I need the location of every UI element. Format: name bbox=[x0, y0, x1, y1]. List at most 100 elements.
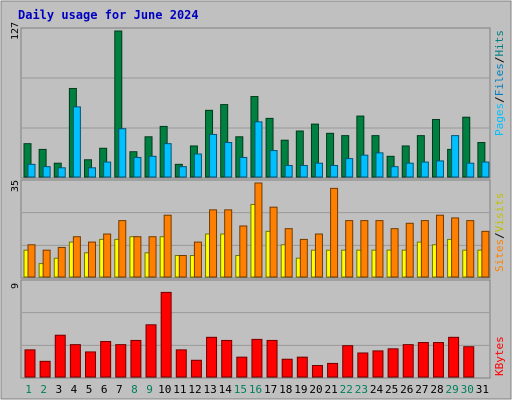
sites-bar bbox=[72, 236, 81, 278]
sites-bar bbox=[103, 233, 112, 278]
kbytes-bar bbox=[85, 351, 97, 378]
files-bar bbox=[163, 143, 172, 178]
sites-bar bbox=[375, 220, 384, 278]
sites-bar bbox=[133, 236, 142, 278]
kbytes-bar bbox=[311, 365, 323, 378]
day-label: 6 bbox=[101, 383, 108, 396]
day-label: 20 bbox=[309, 383, 322, 396]
day-label: 16 bbox=[249, 383, 262, 396]
files-bar bbox=[209, 133, 218, 178]
kbytes-bar bbox=[39, 360, 51, 378]
day-label: 28 bbox=[430, 383, 443, 396]
sites-bar bbox=[193, 241, 202, 278]
sites-bar bbox=[148, 236, 157, 278]
day-label: 5 bbox=[86, 383, 93, 396]
files-bar bbox=[224, 142, 233, 178]
day-label: 19 bbox=[294, 383, 307, 396]
day-label: 12 bbox=[188, 383, 201, 396]
files-bar bbox=[405, 162, 414, 178]
kbytes-panel: 9 bbox=[10, 279, 491, 379]
hits-files-pages-panel: 127 bbox=[10, 22, 491, 179]
files-bar bbox=[269, 150, 278, 178]
day-label: 4 bbox=[71, 383, 78, 396]
top-panel-bars bbox=[23, 30, 490, 178]
kbytes-bar bbox=[342, 345, 354, 378]
files-bar bbox=[481, 161, 490, 178]
sites-bar bbox=[466, 220, 475, 278]
day-label: 30 bbox=[461, 383, 474, 396]
files-bar bbox=[42, 166, 51, 178]
files-bar bbox=[118, 128, 127, 178]
sites-bar bbox=[254, 182, 263, 278]
day-label: 9 bbox=[146, 383, 153, 396]
day-label: 25 bbox=[385, 383, 398, 396]
sites-bar bbox=[345, 220, 354, 278]
kbytes-bar bbox=[266, 339, 278, 378]
bottom-axis-max-label: 9 bbox=[10, 283, 21, 289]
sites-bar bbox=[481, 230, 490, 278]
files-bar bbox=[193, 153, 202, 178]
kbytes-bar bbox=[327, 362, 339, 378]
kbytes-bar bbox=[175, 349, 187, 378]
day-label: 29 bbox=[446, 383, 459, 396]
files-bar bbox=[345, 158, 354, 178]
day-label: 10 bbox=[158, 383, 171, 396]
files-bar bbox=[133, 156, 142, 178]
files-bar bbox=[330, 165, 339, 178]
day-label: 1 bbox=[25, 383, 32, 396]
sites-bar bbox=[435, 214, 444, 278]
sites-bar bbox=[405, 222, 414, 278]
day-label: 13 bbox=[203, 383, 216, 396]
day-label: 7 bbox=[116, 383, 123, 396]
kbytes-bar bbox=[448, 336, 460, 378]
files-bar bbox=[72, 106, 81, 178]
kbytes-bar bbox=[463, 346, 475, 378]
day-label: 22 bbox=[340, 383, 353, 396]
sites-bar bbox=[209, 209, 218, 278]
files-bar bbox=[451, 135, 460, 178]
files-bar bbox=[178, 166, 187, 178]
sites-bar bbox=[178, 255, 187, 278]
kbytes-bar bbox=[387, 348, 399, 378]
day-label: 2 bbox=[40, 383, 47, 396]
files-bar bbox=[27, 163, 36, 178]
kbytes-bar bbox=[206, 336, 218, 378]
top-axis-max-label: 127 bbox=[10, 22, 21, 40]
sites-bar bbox=[239, 225, 248, 278]
day-labels: 1 2 3 4 5 6 7 8 9 10 11 12 13 14 15 16 17 18 19 20 21 22 23 24 2… bbox=[25, 383, 489, 396]
files-bar bbox=[360, 154, 369, 178]
files-bar bbox=[239, 156, 248, 178]
sites-bar bbox=[163, 214, 172, 278]
files-bar bbox=[284, 165, 293, 178]
kbytes-bar bbox=[221, 339, 233, 378]
files-bar bbox=[148, 155, 157, 178]
side-label: Sites/Visits bbox=[493, 193, 506, 273]
kbytes-bar bbox=[69, 344, 81, 378]
sites-bar bbox=[360, 220, 369, 278]
files-bar bbox=[420, 161, 429, 178]
chart-title: Daily usage for June 2024 bbox=[18, 8, 199, 22]
day-label: 24 bbox=[370, 383, 384, 396]
day-label: 27 bbox=[415, 383, 428, 396]
sites-bar bbox=[314, 233, 323, 278]
sites-bar bbox=[390, 228, 399, 278]
kbytes-bar bbox=[417, 342, 429, 378]
kbytes-bar bbox=[402, 344, 414, 378]
sites-bar bbox=[224, 209, 233, 278]
kbytes-bar bbox=[115, 344, 127, 378]
sites-bar bbox=[420, 220, 429, 278]
day-label: 17 bbox=[264, 383, 277, 396]
side-label: KBytes bbox=[493, 336, 506, 376]
files-bar bbox=[314, 162, 323, 178]
day-label: 21 bbox=[325, 383, 338, 396]
side-label: Pages/Files/Hits bbox=[493, 30, 506, 136]
files-bar bbox=[88, 167, 97, 178]
bottom-panel-bars bbox=[24, 291, 475, 378]
files-bar bbox=[299, 165, 308, 178]
sites-bar bbox=[269, 206, 278, 278]
files-bar bbox=[57, 167, 66, 178]
files-bar bbox=[390, 166, 399, 178]
